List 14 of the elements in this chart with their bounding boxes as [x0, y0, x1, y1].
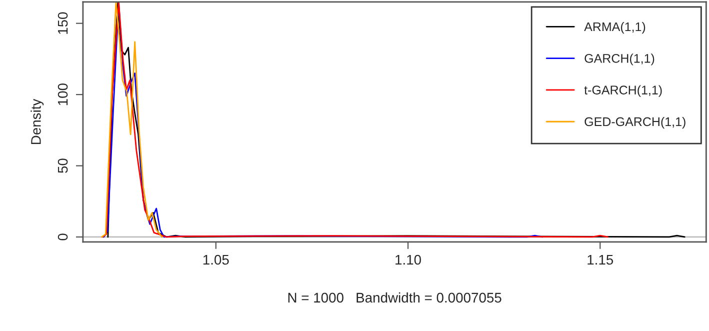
y-tick-label: 100: [58, 84, 68, 106]
x-tick-label: 1.15: [588, 254, 614, 265]
y-tick-label: 150: [58, 12, 68, 34]
x-axis-title: N = 1000 Bandwidth = 0.0007055: [288, 292, 502, 303]
x-tick-label: 1.05: [203, 254, 229, 265]
legend-label: ARMA(1,1): [584, 22, 646, 34]
y-tick-label: 50: [58, 158, 68, 173]
legend-label: GED-GARCH(1,1): [584, 116, 686, 129]
line-series: [101, 2, 163, 238]
legend-label: GARCH(1,1): [584, 54, 654, 66]
x-tick-label: 1.10: [396, 254, 421, 265]
y-tick-label: 0: [58, 234, 68, 240]
legend-label: t-GARCH(1,1): [584, 85, 662, 97]
y-axis-title: Density: [30, 98, 44, 144]
